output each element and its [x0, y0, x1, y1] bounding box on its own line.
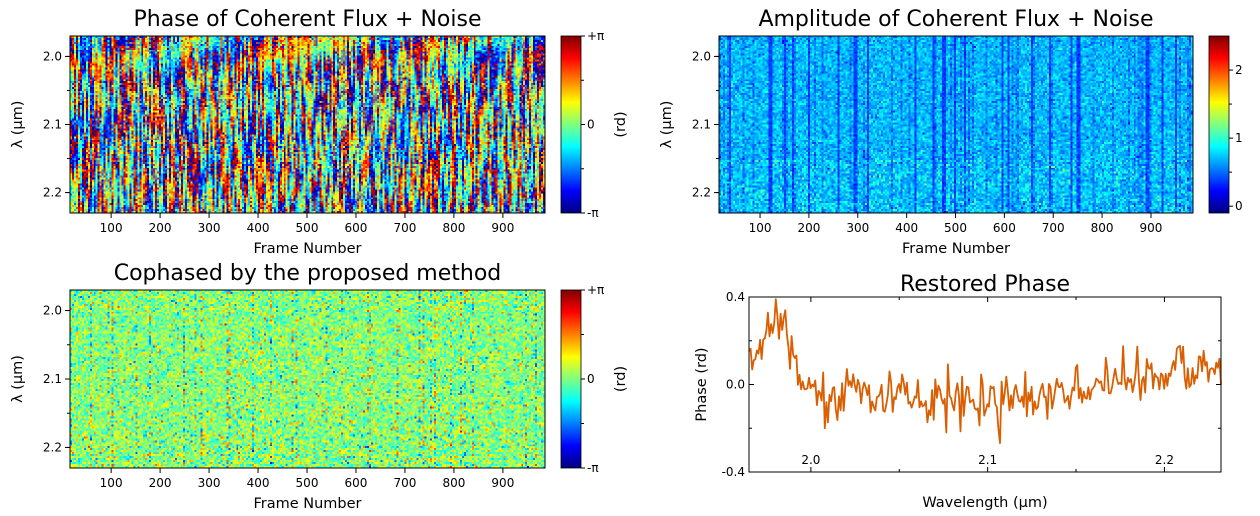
x-axis-label: Frame Number [253, 241, 361, 257]
heatmap-image [70, 290, 545, 468]
x-tick-label: 200 [149, 476, 172, 490]
y-tick-label: 2.0 [43, 304, 62, 318]
x-tick-label: 800 [442, 476, 465, 490]
colorbar-tick-label: 0 [1235, 199, 1243, 213]
chart-restored_phase: Restored Phase 2.0 2.1 2.2 0.4 0.0 -0.4 Wavelen… [694, 272, 1222, 511]
x-tick-label: 100 [100, 476, 123, 490]
y-tick-label: 0.0 [726, 378, 745, 392]
chart-title: Cophased by the proposed method [114, 261, 502, 286]
colorbar-tick-label: 0 [587, 372, 595, 386]
x-tick-label: 400 [247, 221, 270, 235]
colorbar: +π 0 -π (rd) [560, 29, 629, 220]
x-tick-label: 200 [149, 221, 172, 235]
x-tick-label: 300 [846, 221, 869, 235]
x-tick-label: 700 [1042, 221, 1065, 235]
chart-title: Restored Phase [900, 272, 1070, 297]
y-axis-label: λ (µm) [10, 355, 26, 403]
heatmap-image [719, 36, 1193, 213]
x-tick-label: 600 [345, 476, 368, 490]
chart-title: Phase of Coherent Flux + Noise [133, 7, 481, 32]
colorbar-gradient [1208, 35, 1230, 214]
colorbar-gradient [560, 35, 582, 214]
x-tick-label: 900 [1140, 221, 1163, 235]
chart-phase_noisy: Phase of Coherent Flux + Noise 100 200 300 4… [10, 7, 629, 257]
x-tick-label: 2.1 [978, 453, 997, 467]
x-tick-label: 100 [749, 221, 772, 235]
x-axis-label: Wavelength (µm) [922, 495, 1047, 511]
y-tick-label: 2.1 [43, 372, 62, 386]
x-tick-label: 800 [1091, 221, 1114, 235]
y-tick-label: 2.1 [43, 118, 62, 132]
x-tick-label: 100 [100, 221, 123, 235]
x-tick-label: 700 [393, 476, 416, 490]
y-tick-label: 2.2 [692, 186, 711, 200]
y-axis-label: λ (µm) [10, 101, 26, 149]
x-tick-label: 500 [296, 221, 319, 235]
x-tick-label: 200 [797, 221, 820, 235]
x-tick-label: 500 [296, 476, 319, 490]
colorbar-label: (rd) [613, 111, 629, 137]
x-tick-label: 400 [895, 221, 918, 235]
x-tick-label: 300 [198, 476, 221, 490]
y-tick-label: 2.2 [43, 440, 62, 454]
y-tick-label: 2.1 [692, 118, 711, 132]
chart-cophased: Cophased by the proposed method 100 200 300… [10, 261, 629, 512]
y-axis-label: λ (µm) [659, 101, 675, 149]
y-tick-label: 2.0 [43, 49, 62, 63]
colorbar-tick-label: +π [587, 283, 604, 297]
x-axis-label: Frame Number [253, 496, 361, 512]
y-tick-label: 2.0 [692, 49, 711, 63]
colorbar-tick-label: 1 [1235, 131, 1243, 145]
colorbar-tick-label: -π [587, 461, 599, 475]
colorbar: +π 0 -π (rd) [560, 283, 629, 475]
chart-title: Amplitude of Coherent Flux + Noise [758, 7, 1153, 32]
x-tick-label: 800 [442, 221, 465, 235]
y-tick-label: 2.2 [43, 186, 62, 200]
chart-amplitude_noisy: Amplitude of Coherent Flux + Noise 100 200… [659, 7, 1243, 257]
x-tick-label: 2.2 [1155, 453, 1174, 467]
colorbar: 2 1 0 [1208, 35, 1243, 214]
x-tick-label: 700 [393, 221, 416, 235]
x-axis-label: Frame Number [902, 241, 1010, 257]
colorbar-tick-label: +π [587, 29, 604, 43]
x-tick-label: 2.0 [801, 453, 820, 467]
x-tick-label: 300 [198, 221, 221, 235]
y-tick-label: -0.4 [722, 465, 745, 479]
colorbar-tick-label: 0 [587, 118, 595, 132]
heatmap-image [70, 36, 545, 213]
y-tick-label: 0.4 [726, 290, 745, 304]
colorbar-gradient [560, 289, 582, 469]
x-tick-label: 400 [247, 476, 270, 490]
colorbar-tick-label: -π [587, 206, 599, 220]
plot-frame [748, 296, 1222, 473]
restored-phase-line [748, 298, 1222, 444]
x-tick-label: 600 [993, 221, 1016, 235]
x-tick-label: 500 [944, 221, 967, 235]
x-tick-label: 600 [345, 221, 368, 235]
colorbar-label: (rd) [613, 366, 629, 392]
x-tick-label: 900 [491, 221, 514, 235]
y-axis-label: Phase (rd) [694, 347, 710, 421]
x-tick-label: 900 [491, 476, 514, 490]
colorbar-tick-label: 2 [1235, 63, 1243, 77]
